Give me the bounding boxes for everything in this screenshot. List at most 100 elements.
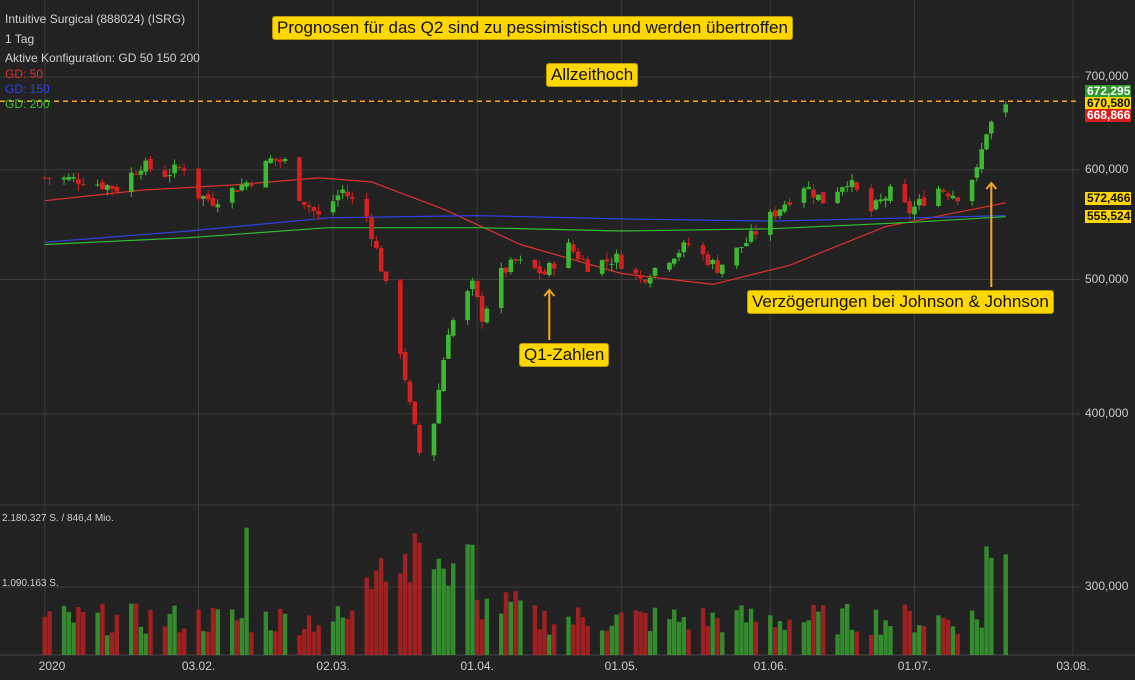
volume-bar xyxy=(441,568,446,655)
candle-body xyxy=(249,183,254,186)
volume-bar xyxy=(782,629,787,655)
volume-bar xyxy=(282,613,288,655)
candle-body xyxy=(686,243,691,245)
volume-bar xyxy=(787,619,792,655)
candle-body xyxy=(782,204,788,212)
candle-body xyxy=(652,267,658,276)
volume-bar xyxy=(950,626,956,655)
candle-body xyxy=(989,121,994,134)
volume-bar xyxy=(167,613,172,655)
candle-body xyxy=(498,267,504,309)
candle-body xyxy=(104,185,110,190)
volume-bar xyxy=(835,634,840,655)
candle-body xyxy=(402,351,408,380)
volume-bar xyxy=(532,605,538,655)
candle-body xyxy=(979,149,985,170)
volume-bar xyxy=(66,612,72,655)
candle-body xyxy=(95,184,100,186)
candle-body xyxy=(849,180,855,188)
candle-body xyxy=(945,193,951,197)
volume-bar xyxy=(710,612,715,655)
volume-bar xyxy=(297,635,302,655)
candle-body xyxy=(167,175,173,177)
volume-bar xyxy=(604,630,610,655)
volume-bar xyxy=(849,629,855,655)
volume-bar xyxy=(869,635,874,655)
candle-body xyxy=(710,259,715,265)
volume-bar xyxy=(129,603,134,655)
ma-line-gd200 xyxy=(44,216,1006,246)
volume-bar xyxy=(614,614,619,655)
volume-bar xyxy=(244,527,249,655)
volume-bar xyxy=(71,622,76,655)
candle-body xyxy=(940,189,946,192)
candle-body xyxy=(739,247,744,249)
candle-body xyxy=(484,308,490,323)
volume-bar xyxy=(47,611,52,655)
candle-body xyxy=(412,401,418,424)
candle-body xyxy=(888,186,893,201)
candle-body xyxy=(80,184,86,186)
candle-body xyxy=(955,197,960,202)
candle-body xyxy=(364,198,370,217)
x-tick-label: 01.05. xyxy=(604,659,639,673)
candle-body xyxy=(340,189,345,194)
volume-bar xyxy=(888,626,893,655)
legend-gd150: GD: 150 xyxy=(5,82,50,96)
candle-body xyxy=(614,253,619,263)
candle-body xyxy=(974,167,980,178)
volume-bar xyxy=(638,611,643,655)
volume-bar xyxy=(917,625,922,655)
candle-body xyxy=(840,187,845,192)
volume-bar xyxy=(76,607,81,655)
volume-bar xyxy=(249,632,254,655)
x-tick-label: 03.02. xyxy=(181,659,216,673)
volume-bar xyxy=(306,615,312,655)
volume-bar xyxy=(378,558,384,655)
candle-body xyxy=(417,425,422,453)
x-tick-label: 01.07. xyxy=(897,659,932,673)
instrument-name: Intuitive Surgical (888024) (ISRG) xyxy=(5,12,186,26)
candle-body xyxy=(71,177,76,179)
volume-bar xyxy=(499,613,504,655)
volume-bar xyxy=(878,634,884,655)
candle-body xyxy=(835,191,840,204)
volume-bar xyxy=(162,626,168,655)
candle-body xyxy=(263,160,269,188)
candle-body xyxy=(450,320,456,336)
candle-body xyxy=(575,251,581,260)
candle-body xyxy=(777,209,783,216)
volume-bar xyxy=(801,622,807,655)
volume-bar xyxy=(475,599,480,655)
candle-body xyxy=(383,271,389,282)
volume-bar xyxy=(883,620,888,655)
volume-bar xyxy=(335,606,341,655)
volume-bar xyxy=(811,604,816,655)
candle-body xyxy=(172,164,177,174)
candle-body xyxy=(811,189,816,198)
volume-bar xyxy=(921,626,927,655)
volume-bar xyxy=(633,610,638,655)
candle-body xyxy=(844,186,850,188)
volume-bar xyxy=(551,624,557,655)
candle-body xyxy=(128,172,134,193)
candle-body xyxy=(748,230,754,242)
candle-body xyxy=(42,177,48,179)
volume-bar xyxy=(398,573,403,655)
candle-body xyxy=(816,194,821,201)
volume-bar xyxy=(402,553,408,655)
volume-bar xyxy=(984,546,989,655)
q1-callout: Q1-Zahlen xyxy=(519,343,610,367)
volume-bar xyxy=(340,617,345,655)
candle-body xyxy=(465,291,470,321)
y-tick-label: 300,000 xyxy=(1085,579,1129,593)
volume-bar xyxy=(61,606,67,655)
volume-bar xyxy=(436,558,441,655)
volume-bar xyxy=(407,582,413,655)
volume-bar xyxy=(974,619,980,655)
y-tick-label: 700,000 xyxy=(1085,69,1129,83)
candle-body xyxy=(667,262,672,270)
ma-line-gd150 xyxy=(44,214,1006,243)
volume-bar xyxy=(484,598,490,655)
volume-bar xyxy=(311,631,317,655)
